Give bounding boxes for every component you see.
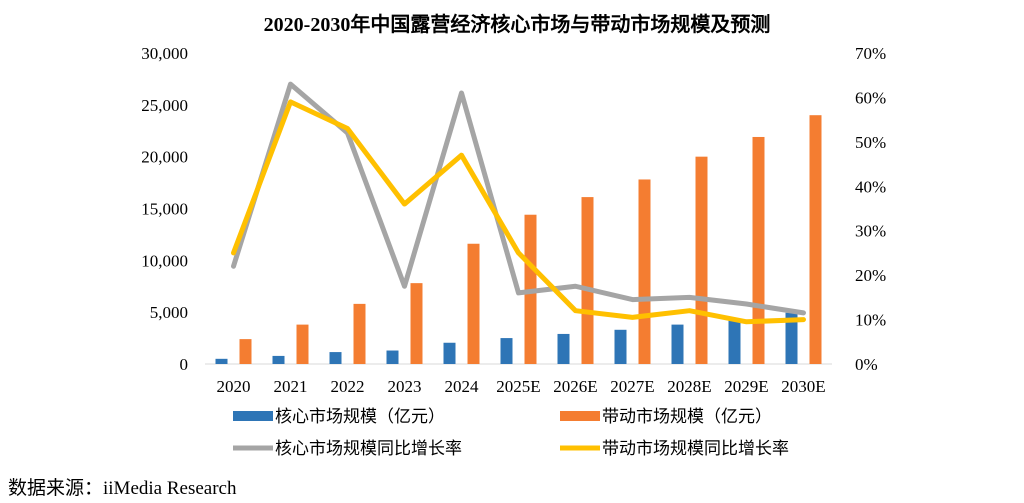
bar	[614, 329, 627, 364]
bar	[329, 352, 342, 364]
x-tick-label: 2023	[388, 377, 422, 396]
y-left-tick-label: 30,000	[141, 44, 188, 63]
y-right-tick-label: 60%	[855, 88, 886, 107]
bar	[638, 179, 651, 364]
y-right-tick-label: 40%	[855, 177, 886, 196]
bar	[353, 303, 366, 364]
legend-label: 核心市场规模（亿元）	[275, 407, 445, 426]
x-tick-label: 2030E	[781, 377, 825, 396]
source-note: 数据来源：iiMedia Research	[8, 477, 237, 499]
y-left-tick-label: 25,000	[141, 96, 188, 115]
legend-label: 带动市场规模（亿元）	[602, 407, 772, 426]
series-line	[231, 81, 806, 316]
bar	[410, 283, 423, 364]
axes: 0 5,000 10,000 15,000 20,000 25,000 30,000 0% 10…	[141, 44, 886, 396]
y-right-tick-label: 20%	[855, 266, 886, 285]
bar	[752, 136, 765, 364]
y-left-tick-label: 5,000	[150, 303, 188, 322]
bar	[386, 350, 399, 364]
x-tick-label: 2027E	[610, 377, 654, 396]
y-left-tick-label: 0	[180, 355, 189, 374]
bar	[785, 312, 798, 364]
x-tick-label: 2026E	[553, 377, 597, 396]
y-left-tick-label: 15,000	[141, 200, 188, 219]
legend-swatch	[560, 411, 600, 421]
series-line	[231, 99, 806, 325]
bar	[500, 338, 513, 364]
y-right-tick-label: 50%	[855, 133, 886, 152]
bar	[215, 358, 228, 364]
bar	[809, 115, 822, 364]
legend-label: 带动市场规模同比增长率	[602, 439, 789, 458]
bar	[467, 243, 480, 364]
bar	[239, 339, 252, 364]
y-right-tick-label: 0%	[855, 355, 878, 374]
y-left-tick-label: 10,000	[141, 251, 188, 270]
line-layer	[231, 81, 806, 325]
bar	[443, 342, 456, 364]
bar	[728, 318, 741, 364]
legend: 核心市场规模（亿元） 带动市场规模（亿元） 核心市场规模同比增长率 带动市场规模同比增…	[233, 407, 789, 458]
bar	[557, 333, 570, 364]
bar	[695, 156, 708, 364]
chart-title: 2020-2030年中国露营经济核心市场与带动市场规模及预测	[264, 12, 771, 36]
y-right-tick-label: 70%	[855, 44, 886, 63]
x-tick-label: 2024	[445, 377, 480, 396]
y-left-tick-label: 20,000	[141, 148, 188, 167]
x-tick-label: 2025E	[496, 377, 540, 396]
x-tick-label: 2022	[331, 377, 365, 396]
bar	[296, 324, 309, 364]
x-tick-label: 2020	[217, 377, 251, 396]
legend-label: 核心市场规模同比增长率	[275, 439, 462, 458]
x-tick-label: 2029E	[724, 377, 768, 396]
y-right-tick-label: 10%	[855, 311, 886, 330]
x-tick-label: 2028E	[667, 377, 711, 396]
bar	[581, 197, 594, 364]
bar	[272, 355, 285, 364]
y-right-tick-label: 30%	[855, 222, 886, 241]
legend-swatch	[233, 411, 273, 421]
x-tick-label: 2021	[274, 377, 308, 396]
bar-layer	[215, 115, 822, 364]
bar	[671, 324, 684, 364]
